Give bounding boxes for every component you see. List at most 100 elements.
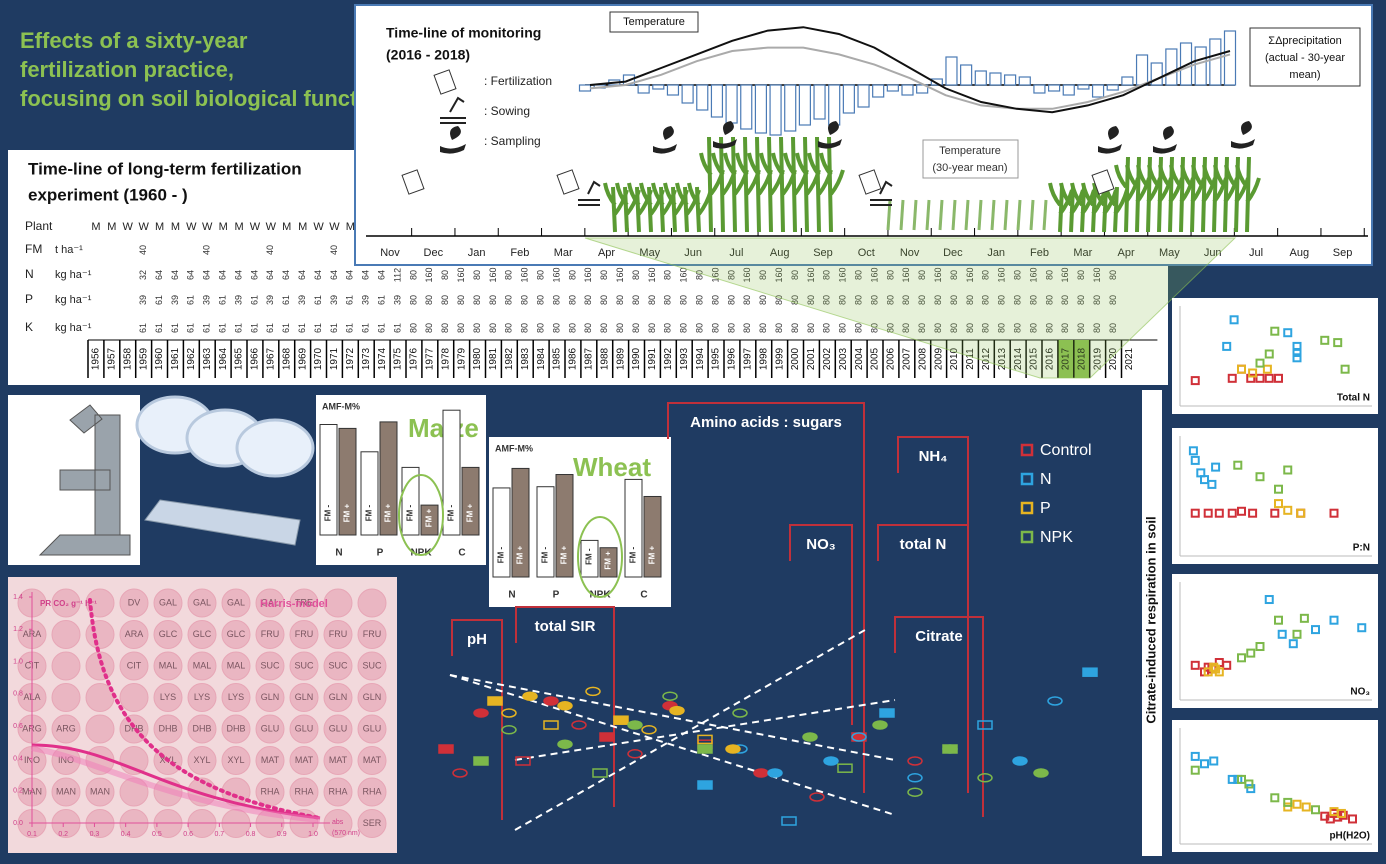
well-label: MAT (261, 755, 280, 765)
mini-point (1237, 653, 1246, 663)
factor-bracket (667, 402, 865, 793)
well (255, 620, 285, 649)
rate-value: 80 (472, 295, 482, 305)
mini-point (1274, 484, 1283, 494)
well-label: GAL (261, 597, 279, 607)
rate-value: 160 (679, 267, 689, 282)
well (187, 651, 217, 681)
well-label: GAL (159, 597, 177, 607)
well-label: MAT (329, 755, 348, 765)
precipitation-label: mean) (1289, 69, 1320, 81)
rate-value: 80 (583, 323, 593, 333)
rate-value: 39 (202, 295, 212, 305)
rate-value: 80 (472, 323, 482, 333)
well-label: RHA (294, 786, 313, 796)
month-label: Jan (987, 247, 1005, 259)
scatter-point (641, 725, 657, 735)
factor-bracket (894, 616, 984, 817)
precipitation-bar (1150, 62, 1163, 86)
bar-label: FM - (365, 504, 374, 521)
scatter-point (872, 720, 888, 730)
monitoring-title: Time-line of monitoring (386, 25, 541, 41)
well-label: GLN (295, 692, 314, 702)
year-label: 1996 (727, 347, 738, 370)
rate-value: 61 (377, 295, 387, 305)
rate-value: 80 (726, 270, 736, 280)
plate-y-tick: 0.0 (13, 820, 23, 827)
well (119, 683, 149, 712)
long-term-title: Time-line of long-term fertilization (28, 159, 302, 178)
rate-value: 64 (218, 270, 228, 280)
well-label: GLC (227, 629, 246, 639)
temperature-mean-label: Temperature (939, 145, 1001, 157)
mini-point (1320, 335, 1330, 345)
scatter-point (473, 756, 489, 766)
well (323, 777, 353, 807)
legend-label: N (1040, 471, 1052, 488)
mini-point (1264, 349, 1274, 359)
rate-value: 160 (551, 267, 561, 282)
rate-value: 80 (615, 295, 625, 305)
bar-label: FM + (604, 551, 613, 570)
rate-value: 80 (631, 295, 641, 305)
amf-bar (338, 427, 357, 536)
rate-value: 80 (1076, 270, 1086, 280)
mini-axis-title: Citrate-induced respiration in soil (1143, 516, 1158, 723)
year-label: 2018 (1076, 347, 1087, 370)
rate-value: 80 (1013, 270, 1023, 280)
model-curve-2 (31, 745, 321, 823)
sampling-icon (818, 121, 842, 149)
month-label: Sep (813, 247, 833, 259)
well (255, 651, 285, 681)
year-label: 2006 (886, 347, 897, 370)
rate-value: 112 (392, 268, 402, 282)
rate-value: 80 (917, 270, 927, 280)
rate-value: 80 (599, 323, 609, 333)
amf-bar (492, 487, 511, 578)
seedling (912, 199, 918, 231)
year-label: 1989 (615, 347, 626, 370)
month-label: Apr (1118, 247, 1135, 259)
rate-value: 40 (138, 245, 148, 255)
seedling (1042, 199, 1048, 231)
rate-value: 80 (1108, 270, 1118, 280)
mini-point (1329, 615, 1339, 625)
mini-point (1214, 508, 1224, 518)
legend-swatch (1020, 530, 1034, 544)
scatter-point (501, 708, 517, 718)
mini-point (1274, 499, 1283, 509)
well (51, 714, 81, 744)
well-label: GLU (261, 723, 280, 733)
rate-value: 39 (265, 295, 275, 305)
precipitation-bar (842, 84, 855, 114)
temperature-box (609, 11, 699, 33)
well-label: DHB (124, 723, 143, 733)
seedling (964, 199, 970, 231)
mini-point (1292, 629, 1302, 639)
rate-value: 80 (1060, 295, 1070, 305)
row-label: K (25, 320, 33, 334)
rate-value: 160 (933, 267, 943, 282)
sampling-icon (713, 121, 737, 149)
amf-bar (420, 504, 439, 536)
well (323, 746, 353, 775)
factor-label: pH (467, 631, 487, 648)
rate-value: 61 (281, 323, 291, 333)
mini-point (1333, 338, 1343, 348)
mini-point (1190, 455, 1200, 465)
factor-bracket (789, 524, 853, 725)
rate-value: 160 (869, 267, 879, 282)
precipitation-bar (1179, 42, 1193, 86)
rate-value: 80 (790, 295, 800, 305)
rate-value: 80 (822, 323, 832, 333)
precipitation-bar (828, 84, 841, 126)
well (51, 777, 81, 807)
month-label: May (1159, 247, 1180, 259)
rate-value: 80 (631, 270, 641, 280)
sampling-icon (1231, 121, 1255, 149)
precipitation-box (1249, 27, 1361, 87)
rate-value: 80 (1076, 323, 1086, 333)
rate-value: 61 (329, 323, 339, 333)
scatter-point (697, 780, 713, 790)
rate-value: 61 (297, 323, 307, 333)
